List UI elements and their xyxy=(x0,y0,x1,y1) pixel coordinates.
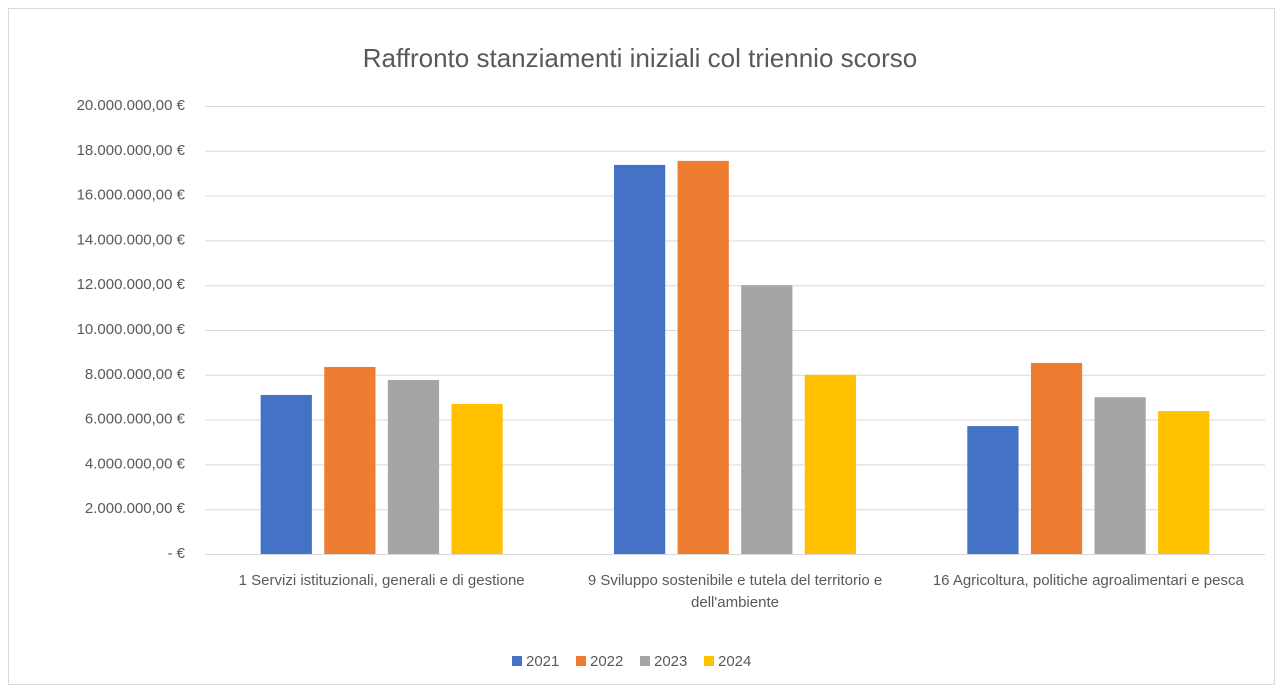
y-tick-label: 10.000.000,00 € xyxy=(77,321,186,338)
y-tick-label: 4.000.000,00 € xyxy=(85,455,186,472)
legend-swatch xyxy=(640,656,650,666)
y-tick-label: 2.000.000,00 € xyxy=(85,500,186,517)
legend-swatch xyxy=(512,656,522,666)
y-tick-label: 6.000.000,00 € xyxy=(85,411,186,428)
bar xyxy=(741,285,793,554)
chart-title: Raffronto stanziamenti iniziali col trie… xyxy=(363,43,917,73)
bar xyxy=(1094,397,1146,554)
legend-label: 2024 xyxy=(718,653,751,670)
bar xyxy=(1158,411,1210,554)
bar xyxy=(613,164,666,555)
bar xyxy=(387,379,440,554)
bar xyxy=(324,366,376,554)
y-tick-label: 18.000.000,00 € xyxy=(77,142,186,159)
x-tick-label: 1 Servizi istituzionali, generali e di g… xyxy=(238,572,525,589)
bar xyxy=(1030,362,1083,554)
legend-swatch xyxy=(704,656,714,666)
y-tick-label: 16.000.000,00 € xyxy=(77,187,186,204)
legend-label: 2023 xyxy=(654,653,687,670)
y-tick-label: 8.000.000,00 € xyxy=(85,366,186,383)
bar xyxy=(804,374,857,554)
legend-label: 2022 xyxy=(590,653,623,670)
bar xyxy=(260,394,312,554)
y-tick-label: 20.000.000,00 € xyxy=(77,97,186,114)
bar xyxy=(967,426,1019,554)
y-tick-label: - € xyxy=(167,545,185,562)
x-tick-label: 9 Sviluppo sostenibile e tutela del terr… xyxy=(587,572,883,611)
y-tick-label: 14.000.000,00 € xyxy=(77,231,186,248)
legend-label: 2021 xyxy=(526,653,559,670)
bar xyxy=(677,160,729,554)
x-tick-label: 16 Agricoltura, politiche agroalimentari… xyxy=(932,572,1244,589)
y-tick-label: 12.000.000,00 € xyxy=(77,276,186,293)
bar xyxy=(451,403,503,554)
legend-swatch xyxy=(576,656,586,666)
